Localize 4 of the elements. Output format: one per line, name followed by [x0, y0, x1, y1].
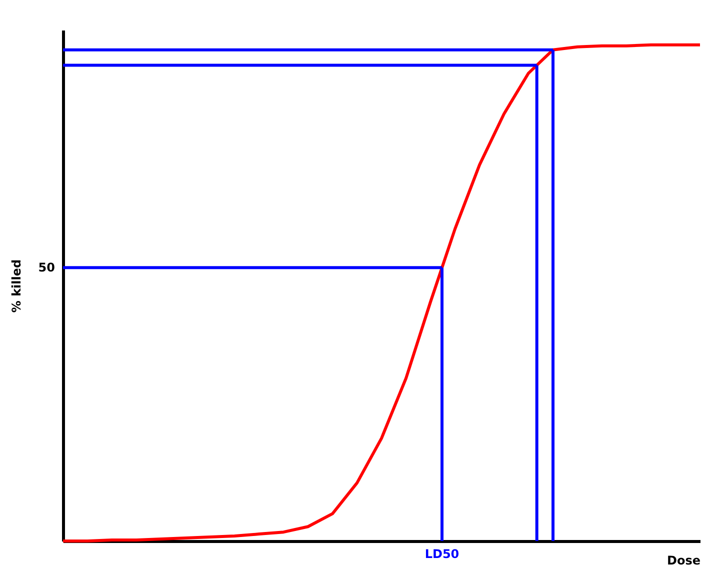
y-axis-title: % killed	[10, 259, 24, 313]
x-axis-title: Dose	[667, 554, 700, 568]
text: 50	[38, 260, 55, 275]
text: LD50	[424, 547, 460, 561]
